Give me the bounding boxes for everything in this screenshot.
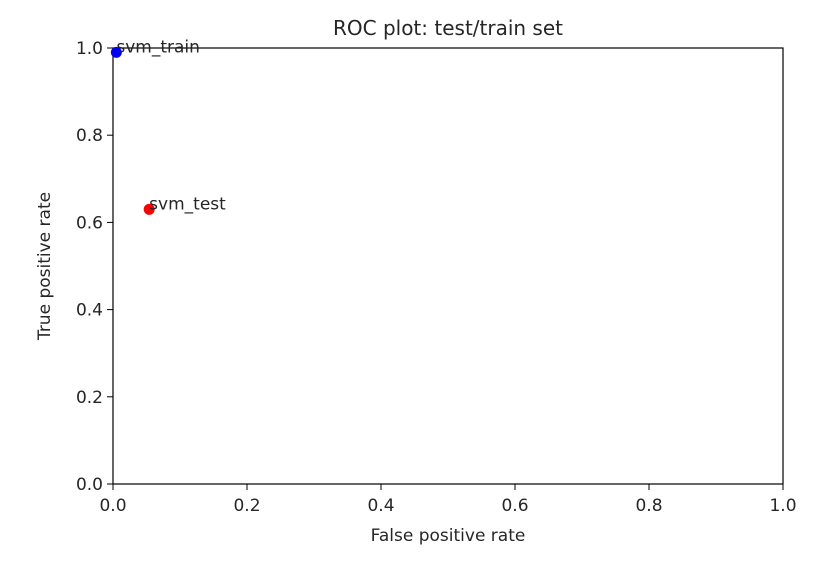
y-axis-title: True positive rate bbox=[35, 192, 55, 341]
y-axis: 0.0 0.2 0.4 0.6 0.8 1.0 bbox=[76, 39, 113, 495]
point-label-svm-test: svm_test bbox=[149, 194, 226, 214]
x-tick-label: 0.8 bbox=[635, 496, 662, 516]
y-tick-label: 0.6 bbox=[76, 213, 103, 233]
plot-area-frame bbox=[112, 47, 784, 485]
y-tick-label: 0.4 bbox=[76, 301, 103, 321]
y-tick-label: 0.0 bbox=[76, 475, 103, 495]
data-points: svm_train svm_test bbox=[110, 37, 226, 215]
x-tick-label: 0.2 bbox=[233, 496, 260, 516]
y-tick-label: 1.0 bbox=[76, 39, 103, 59]
chart-title: ROC plot: test/train set bbox=[333, 16, 563, 40]
x-tick-label: 0.4 bbox=[367, 496, 394, 516]
x-tick-label: 1.0 bbox=[769, 496, 796, 516]
x-tick-label: 0.0 bbox=[99, 496, 126, 516]
data-point-svm-train bbox=[110, 46, 122, 58]
point-label-svm-train: svm_train bbox=[116, 37, 200, 57]
data-point-svm-test bbox=[143, 203, 155, 215]
y-tick-label: 0.2 bbox=[76, 388, 103, 408]
x-axis: 0.0 0.2 0.4 0.6 0.8 1.0 bbox=[99, 484, 797, 516]
x-tick-label: 0.6 bbox=[501, 496, 528, 516]
x-axis-title: False positive rate bbox=[371, 526, 526, 546]
y-tick-label: 0.8 bbox=[76, 126, 103, 146]
